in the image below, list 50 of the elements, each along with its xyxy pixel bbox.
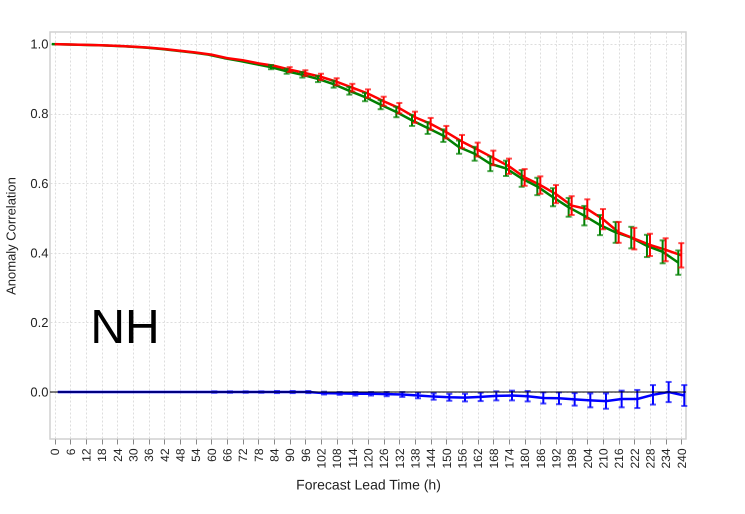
y-axis-title: Anomaly Correlation — [3, 177, 18, 295]
y-tick-label: 0.6 — [30, 176, 48, 191]
x-tick-label: 78 — [252, 448, 266, 462]
x-tick-label: 0 — [48, 448, 62, 456]
x-tick-label: 174 — [502, 448, 516, 469]
x-tick-label: 108 — [330, 448, 344, 469]
x-tick-label: 228 — [643, 448, 658, 469]
x-tick-label: 12 — [80, 448, 94, 462]
x-tick-label: 210 — [596, 448, 610, 469]
x-tick-label: 216 — [612, 448, 626, 469]
x-tick-label: 144 — [424, 448, 438, 469]
y-tick-label: 1.0 — [30, 36, 48, 52]
x-tick-label: 132 — [392, 448, 407, 469]
x-tick-label: 234 — [659, 448, 674, 469]
x-tick-label: 24 — [110, 448, 125, 462]
x-tick-label: 18 — [95, 448, 110, 462]
x-tick-label: 192 — [549, 448, 564, 469]
x-tick-label: 168 — [486, 448, 501, 469]
x-tick-label: 240 — [674, 448, 689, 469]
x-tick-label: 48 — [174, 448, 188, 462]
y-tick-label: 0.8 — [30, 106, 48, 122]
x-tick-label: 96 — [298, 448, 313, 462]
x-tick-label: 156 — [455, 448, 470, 469]
x-tick-label: 198 — [565, 448, 580, 469]
x-tick-label: 204 — [580, 448, 595, 469]
x-tick-label: 150 — [440, 448, 454, 469]
y-tick-label: 0.0 — [30, 384, 48, 400]
x-tick-label: 30 — [126, 448, 141, 462]
annotation: NH — [90, 301, 160, 354]
x-tick-label: 162 — [471, 448, 486, 469]
x-tick-label: 114 — [346, 448, 360, 468]
x-tick-label: 180 — [518, 448, 532, 469]
x-tick-label: 72 — [236, 448, 250, 462]
x-tick-label: 138 — [408, 448, 422, 469]
x-tick-label: 60 — [204, 448, 219, 462]
x-tick-label: 36 — [142, 448, 156, 462]
x-tick-label: 120 — [362, 448, 376, 469]
y-tick-label: 0.4 — [30, 245, 48, 260]
x-tick-label: 42 — [158, 448, 172, 462]
x-tick-label: 84 — [268, 448, 282, 462]
x-tick-label: 102 — [314, 448, 329, 469]
x-tick-label: 6 — [64, 448, 78, 456]
x-tick-label: 126 — [377, 448, 392, 469]
x-tick-label: 186 — [534, 448, 548, 469]
x-tick-label: 90 — [283, 448, 298, 462]
x-axis-title: Forecast Lead Time (h) — [296, 476, 441, 493]
x-tick-label: 222 — [628, 448, 642, 469]
y-tick-label: 0.2 — [30, 314, 48, 330]
x-tick-label: 54 — [189, 448, 204, 462]
x-tick-label: 66 — [220, 448, 235, 462]
